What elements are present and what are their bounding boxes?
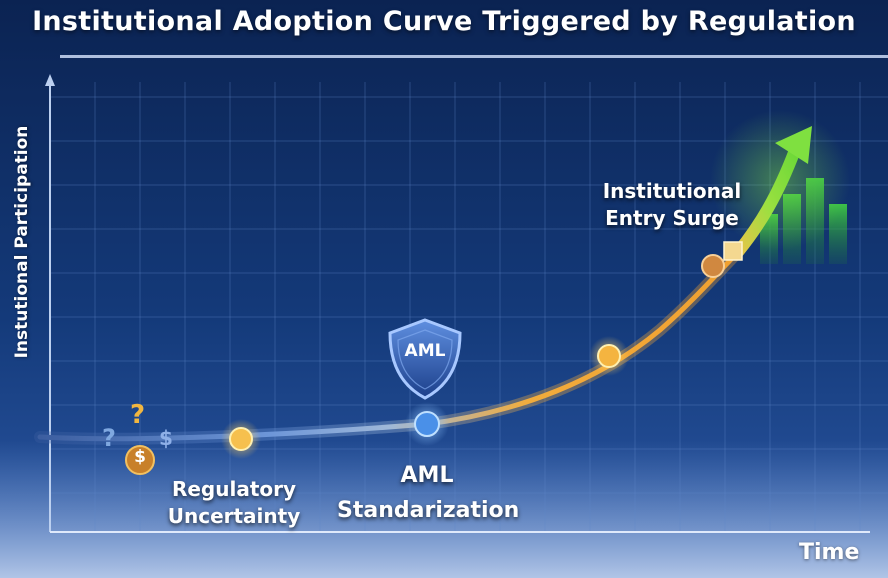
y-axis-label: Instutional Participation xyxy=(12,125,32,359)
stage-label-line: Regulatory xyxy=(171,477,297,501)
curve-markers xyxy=(221,241,743,459)
axes xyxy=(45,74,870,533)
x-axis-label: Time xyxy=(799,540,860,565)
stage-label-aml-standarization: AML Standarization xyxy=(337,458,520,528)
stage-label-line: Entry Surge xyxy=(605,206,739,230)
chart-title: Institutional Adoption Curve Triggered b… xyxy=(32,6,856,37)
stage-label-line: Standarization xyxy=(337,498,520,523)
stage-label-line: Uncertainty xyxy=(167,504,301,528)
title-underline xyxy=(60,55,888,58)
coin-icon xyxy=(125,445,155,475)
y-axis-arrowhead xyxy=(45,74,55,86)
stage-label-line: Institutional xyxy=(602,179,742,203)
shield-label: AML xyxy=(404,341,446,361)
uncertainty-icons xyxy=(125,445,155,475)
grid xyxy=(50,82,888,532)
marker-surge-square xyxy=(723,241,743,261)
stage-label-regulatory-uncertainty: Regulatory Uncertainty xyxy=(166,476,302,530)
coin-dollar-sign: $ xyxy=(134,447,146,467)
marker-aml-standarization xyxy=(414,411,440,437)
stage-label-line: AML xyxy=(400,463,454,488)
dollar-icon: $ xyxy=(159,426,173,450)
adoption-curve xyxy=(37,249,741,442)
stage-label-institutional-entry-surge: Institutional Entry Surge xyxy=(598,178,746,232)
marker-mid-growth xyxy=(597,344,621,368)
aml-shield-icon xyxy=(388,318,462,400)
question-mark-icon: ? xyxy=(102,424,116,452)
marker-regulatory-uncertainty xyxy=(229,427,253,451)
question-mark-icon: ? xyxy=(130,400,146,430)
growth-arrow-head xyxy=(775,126,812,164)
marker-entry-surge xyxy=(701,254,725,278)
growth-arrow-shaft xyxy=(732,144,801,258)
